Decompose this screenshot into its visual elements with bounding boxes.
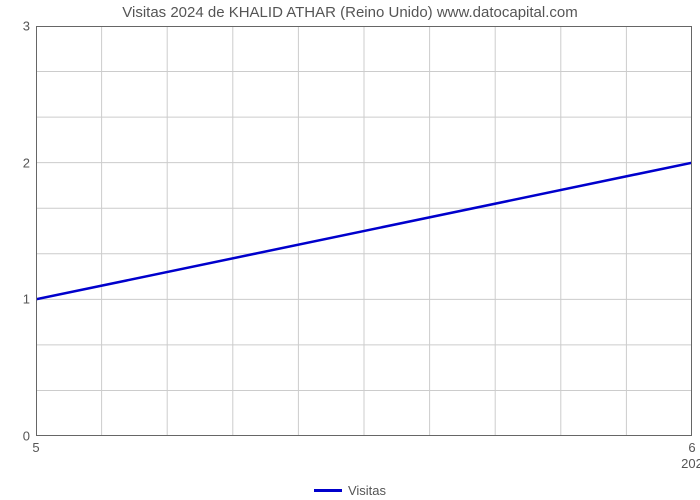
chart-title: Visitas 2024 de KHALID ATHAR (Reino Unid… xyxy=(0,4,700,21)
legend-line-icon xyxy=(314,489,342,492)
y-tick-label: 0 xyxy=(16,429,30,444)
y-tick-label: 1 xyxy=(16,292,30,307)
x-sub-label: 202 xyxy=(681,456,700,471)
legend-label: Visitas xyxy=(348,483,386,498)
legend: Visitas xyxy=(0,482,700,498)
x-tick-label: 6 xyxy=(688,440,695,455)
plot-svg xyxy=(36,26,692,436)
chart-container: Visitas 2024 de KHALID ATHAR (Reino Unid… xyxy=(0,0,700,500)
plot-area xyxy=(36,26,692,436)
y-tick-label: 3 xyxy=(16,19,30,34)
y-tick-label: 2 xyxy=(16,155,30,170)
x-tick-label: 5 xyxy=(32,440,39,455)
